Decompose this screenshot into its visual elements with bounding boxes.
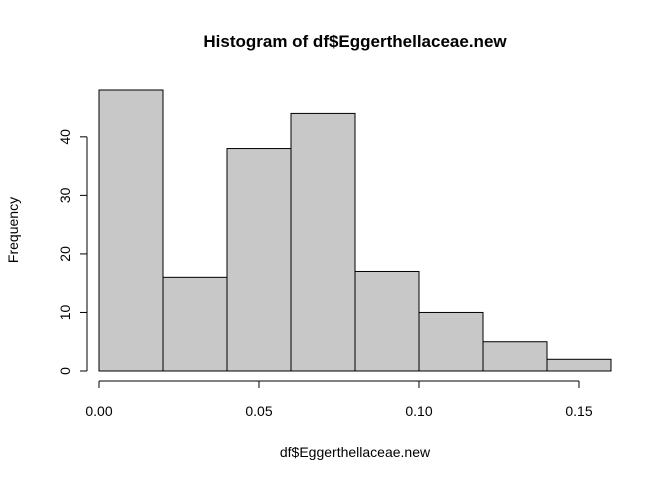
y-tick-label-4: 30	[57, 187, 73, 203]
histogram-bar-2	[162, 276, 228, 372]
histogram-bar-7	[482, 341, 548, 372]
y-tick-label-3: 20	[57, 246, 73, 262]
x-tick-label-2: 0.05	[245, 403, 272, 419]
chart-title: Histogram of df$Eggerthellaceae.new	[203, 32, 507, 51]
x-tick-label-1: 0.00	[85, 403, 112, 419]
histogram-bar-6	[418, 311, 484, 372]
histogram-bar-8	[546, 358, 612, 372]
y-tick-label-2: 10	[57, 304, 73, 320]
y-axis-label: Frequency	[5, 197, 21, 263]
histogram-bar-1	[98, 89, 164, 372]
x-axis-label: df$Eggerthellaceae.new	[280, 444, 431, 460]
bars-group	[98, 89, 612, 372]
histogram-bar-5	[354, 270, 420, 372]
x-tick-label-4: 0.15	[565, 403, 592, 419]
x-tick-label-3: 0.10	[405, 403, 432, 419]
y-axis: 0 10 20 30 40	[57, 129, 88, 375]
x-axis: 0.00 0.05 0.10 0.15	[85, 380, 593, 419]
y-tick-label-5: 40	[57, 129, 73, 145]
y-tick-label-1: 0	[57, 367, 73, 375]
histogram-bar-4	[290, 112, 356, 372]
histogram-bar-3	[226, 148, 292, 372]
